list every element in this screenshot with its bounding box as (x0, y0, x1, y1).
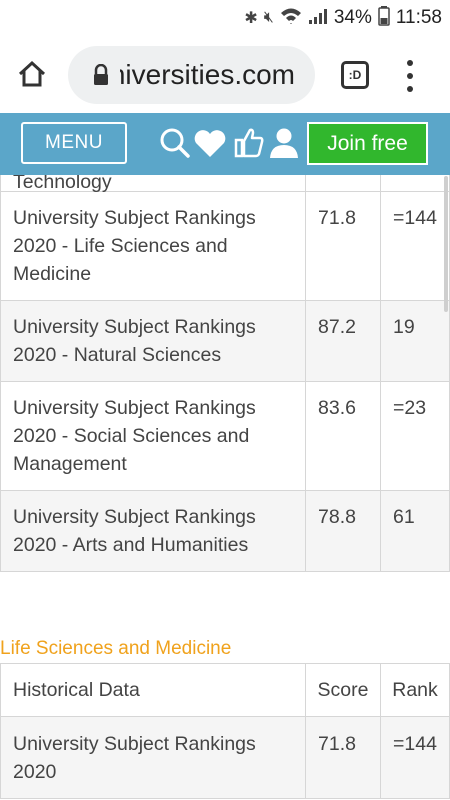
menu-button[interactable]: MENU (21, 122, 127, 164)
section-heading: Life Sciences and Medicine (0, 638, 232, 659)
thumbs-up-icon[interactable] (234, 127, 264, 164)
table-row: University Subject Rankings 2020 - Socia… (0, 381, 450, 491)
dot-icon (407, 73, 413, 79)
rank-cell: 19 (380, 300, 450, 382)
battery-percent: 34% (333, 7, 372, 28)
address-bar[interactable]: universities.com (68, 46, 315, 104)
rank-cell: =144 (380, 191, 450, 301)
clock-time: 11:58 (395, 7, 442, 28)
status-bar: ✱ 🔇︎ 34% 11:58 (0, 0, 450, 36)
user-icon[interactable] (268, 127, 300, 164)
join-free-button[interactable]: Join free (307, 122, 428, 165)
lock-icon (92, 63, 110, 86)
tab-switcher-button[interactable]: :D (341, 61, 369, 89)
subject-cell: University Subject Rankings 2020 (0, 716, 306, 799)
scrollbar[interactable] (444, 176, 448, 312)
column-header-historical: Historical Data (0, 663, 306, 717)
table-row: Technology (0, 175, 450, 192)
subject-cell: University Subject Rankings 2020 - Life … (0, 191, 306, 301)
subject-cell: University Subject Rankings 2020 - Natur… (0, 300, 306, 382)
home-icon (18, 60, 46, 87)
historical-data-table: Historical Data Score Rank University Su… (0, 663, 450, 799)
score-cell (305, 175, 381, 192)
browser-toolbar: universities.com :D (0, 36, 450, 112)
rank-cell (380, 175, 450, 192)
dot-icon (407, 60, 413, 66)
mute-icon: 🔇︎ (263, 9, 274, 26)
table-row: University Subject Rankings 2020 - Life … (0, 191, 450, 301)
dot-icon (407, 86, 413, 92)
table-row: University Subject Rankings 2020 71.8 =1… (0, 716, 450, 799)
column-header-rank: Rank (380, 663, 450, 717)
battery-icon (378, 5, 390, 31)
score-cell: 71.8 (305, 191, 381, 301)
column-header-score: Score (305, 663, 381, 717)
signal-icon (308, 7, 328, 30)
home-button[interactable] (0, 36, 64, 112)
score-cell: 78.8 (305, 490, 381, 572)
subject-cell: University Subject Rankings 2020 - Arts … (0, 490, 306, 572)
table-row: University Subject Rankings 2020 - Natur… (0, 300, 450, 382)
subject-cell: Technology (0, 175, 306, 192)
score-cell: 87.2 (305, 300, 381, 382)
subject-cell: University Subject Rankings 2020 - Socia… (0, 381, 306, 491)
wifi-icon (280, 7, 302, 30)
page-content: Technology University Subject Rankings 2… (0, 175, 450, 800)
score-cell: 71.8 (305, 716, 381, 799)
rank-cell: =144 (380, 716, 450, 799)
score-cell: 83.6 (305, 381, 381, 491)
browser-menu-button[interactable] (404, 60, 416, 92)
rank-cell: =23 (380, 381, 450, 491)
search-icon[interactable] (159, 127, 191, 164)
url-text: universities.com (120, 59, 295, 90)
site-nav-bar: MENU Join free (0, 113, 450, 175)
table-row: University Subject Rankings 2020 - Arts … (0, 490, 450, 572)
rank-cell: 61 (380, 490, 450, 572)
subject-rankings-table: Technology University Subject Rankings 2… (0, 175, 450, 572)
bluetooth-icon: ✱ (244, 10, 258, 27)
heart-icon[interactable] (193, 130, 227, 163)
table-header-row: Historical Data Score Rank (0, 663, 450, 717)
